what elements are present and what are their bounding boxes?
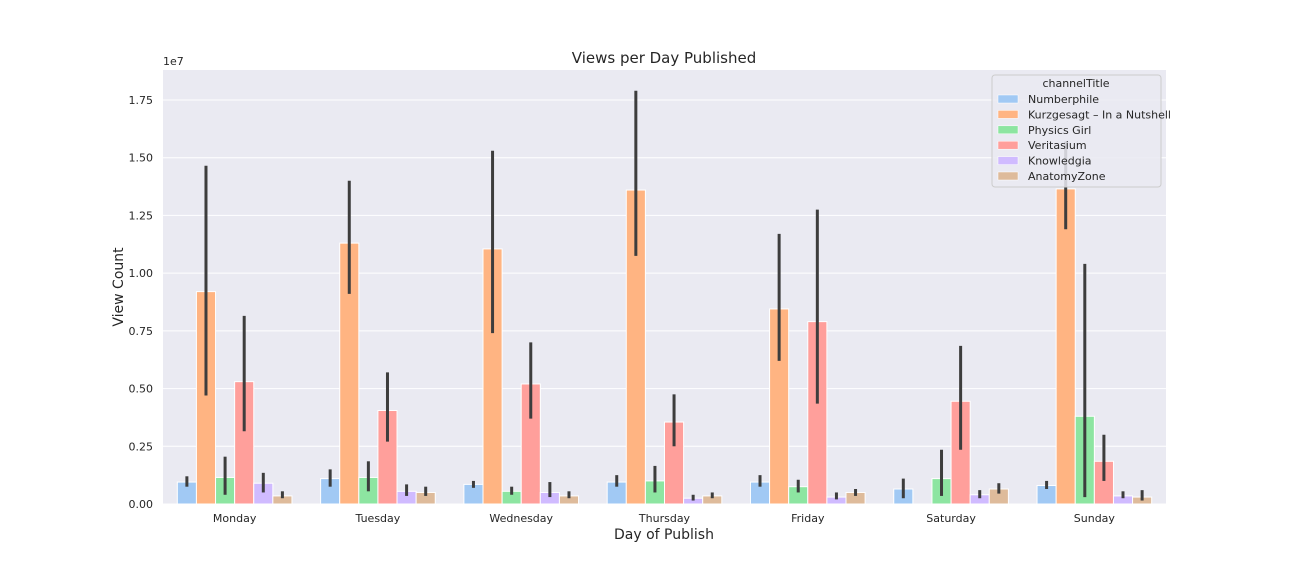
x-tick-label: Tuesday [355,512,401,525]
x-tick-label: Monday [213,512,257,525]
legend-label: Knowledgia [1028,155,1092,168]
x-tick-label: Wednesday [489,512,553,525]
legend-swatch [997,156,1019,165]
legend-title: channelTitle [1042,77,1109,90]
y-scale-label: 1e7 [163,55,184,68]
legend-swatch [997,140,1019,150]
x-axis-label: Day of Publish [614,527,714,543]
x-tick-label: Saturday [926,512,976,525]
y-tick-label: 1.00 [129,267,154,280]
x-tick-label: Friday [791,512,825,525]
y-tick-label: 1.25 [129,209,154,222]
y-tick-label: 1.50 [129,152,154,165]
x-tick-label: Thursday [638,512,691,525]
legend-label: Physics Girl [1028,124,1091,137]
legend-items: Numberphile Kurzgesagt – In a Nutshell Phy… [997,93,1171,183]
legend-label: Veritasium [1028,139,1087,152]
chart-title: Views per Day Published [572,49,756,67]
legend-label: Kurzgesagt – In a Nutshell [1028,108,1171,121]
error-bars [185,90,1144,501]
bars [176,188,1153,505]
legend: channelTitle Numberphile Kurzgesagt – In … [991,74,1171,188]
y-ticks: 0.00 0.25 0.50 0.75 1.00 1.25 1.50 1.75 [129,94,154,511]
y-tick-label: 0.75 [129,325,154,338]
legend-label: AnatomyZone [1028,170,1106,183]
legend-swatch [997,94,1019,104]
legend-swatch [997,125,1019,135]
y-tick-label: 0.50 [129,383,154,396]
y-tick-label: 0.25 [129,440,154,453]
y-tick-label: 1.75 [129,94,154,107]
legend-swatch [997,110,1019,119]
bar [1055,188,1076,505]
x-tick-label: Sunday [1074,512,1116,525]
legend-label: Numberphile [1028,93,1099,106]
legend-box [991,74,1162,188]
y-tick-label: 0.00 [129,498,154,511]
y-axis-label: View Count [111,247,127,327]
legend-swatch [997,171,1019,181]
x-ticks: Monday Tuesday Wednesday Thursday Friday Satu… [213,512,1115,525]
